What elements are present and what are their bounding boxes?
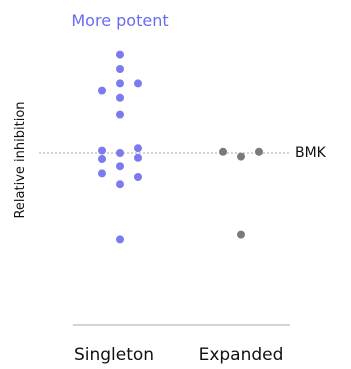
x-tick-label-singleton: Singleton — [74, 345, 154, 365]
data-points — [98, 50, 263, 244]
data-point-singleton-15 — [134, 173, 142, 181]
x-tick-label-expanded: Expanded — [199, 345, 284, 365]
data-point-singleton-4 — [98, 86, 106, 95]
data-point-singleton-14 — [98, 169, 106, 178]
data-point-singleton-16 — [116, 180, 124, 189]
data-point-singleton-13 — [116, 162, 124, 171]
data-point-singleton-2 — [116, 65, 124, 73]
data-point-singleton-17 — [116, 235, 124, 244]
reference-line-label: BMK — [295, 145, 327, 161]
data-point-singleton-9 — [134, 144, 142, 153]
data-point-singleton-10 — [116, 149, 124, 157]
data-point-expanded-4 — [237, 230, 245, 239]
data-point-singleton-8 — [98, 146, 106, 155]
data-point-singleton-7 — [116, 110, 124, 119]
more-potent-annotation: More potent — [71, 11, 168, 30]
data-point-expanded-2 — [255, 147, 263, 156]
data-point-singleton-5 — [134, 79, 142, 88]
data-point-singleton-1 — [116, 50, 124, 59]
y-axis-title: Relative inhibition — [13, 101, 28, 218]
data-point-singleton-6 — [116, 93, 124, 102]
data-point-singleton-12 — [134, 153, 142, 162]
data-point-expanded-1 — [219, 147, 227, 156]
data-point-expanded-3 — [237, 152, 245, 161]
data-point-singleton-3 — [116, 79, 124, 88]
data-point-singleton-11 — [98, 155, 106, 163]
